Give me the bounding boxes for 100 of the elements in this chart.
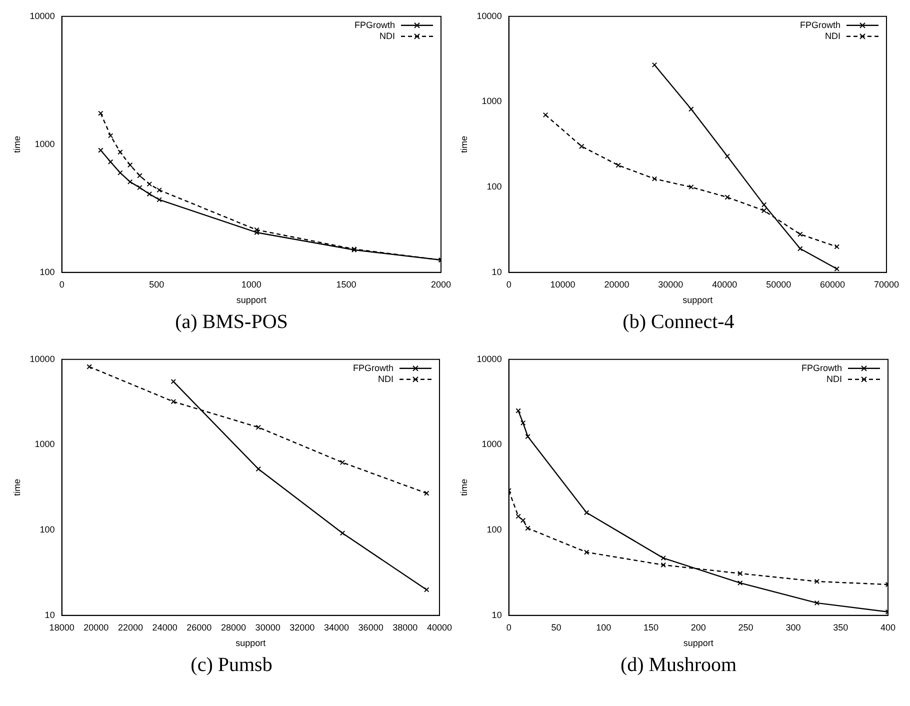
- point: [542, 112, 548, 118]
- point: [340, 530, 346, 536]
- x-tick-label: 250: [738, 622, 754, 632]
- x-tick-label: 60000: [820, 279, 846, 290]
- point: [86, 364, 92, 370]
- y-axis-title: time: [458, 136, 469, 153]
- text: (c) Pumsb: [190, 653, 274, 678]
- legend-label: FPGrowth: [354, 20, 395, 30]
- x-tick-label: 0: [59, 279, 64, 290]
- x-tick-label: 20000: [604, 279, 630, 290]
- point: [579, 144, 584, 149]
- x-tick-label: 18000: [49, 622, 74, 632]
- y-axis-title: time: [12, 136, 22, 153]
- x-tick-label: 150: [644, 622, 659, 632]
- y-tick-label: 100: [40, 266, 55, 277]
- point: [525, 526, 530, 531]
- point: [834, 244, 840, 250]
- y-tick-label: 10000: [476, 354, 502, 364]
- y-axis-title: time: [12, 478, 22, 496]
- x-tick-label: 30000: [658, 279, 684, 290]
- point: [814, 600, 820, 606]
- y-tick-label: 10: [44, 610, 55, 620]
- point: [170, 399, 176, 404]
- point: [340, 460, 346, 466]
- x-tick-label: 350: [833, 622, 848, 632]
- x-axis-title: support: [683, 638, 714, 648]
- point: [616, 162, 621, 168]
- point: [584, 510, 590, 516]
- y-tick-label: 100: [486, 182, 502, 192]
- point: [156, 187, 162, 193]
- x-tick-label: 200: [690, 622, 706, 632]
- x-tick-label: 34000: [324, 622, 350, 632]
- legend-label: NDI: [380, 30, 395, 41]
- legend-label: NDI: [826, 374, 842, 384]
- legend-label: NDI: [824, 30, 840, 41]
- legend-label: FPGrowth: [801, 362, 842, 373]
- point: [798, 246, 803, 252]
- x-tick-label: 0: [506, 279, 512, 290]
- point: [688, 184, 694, 190]
- x-tick-label: 300: [786, 622, 801, 632]
- point: [127, 162, 133, 168]
- x-axis-title: support: [682, 295, 714, 306]
- y-tick-label: 10: [492, 610, 502, 620]
- point: [520, 518, 526, 523]
- x-axis-title: support: [236, 295, 267, 306]
- x-tick-label: 24000: [152, 622, 178, 632]
- point: [256, 424, 262, 430]
- point: [127, 179, 133, 184]
- point: [170, 378, 176, 384]
- point: [688, 106, 694, 112]
- point: [137, 173, 142, 178]
- point: [584, 550, 590, 555]
- y-tick-label: 1000: [482, 439, 502, 450]
- point: [516, 514, 521, 519]
- point: [520, 420, 526, 426]
- x-tick-label: 100: [596, 622, 612, 632]
- x-tick-label: 36000: [358, 622, 384, 632]
- x-tick-label: 0: [506, 622, 512, 632]
- x-tick-label: 50: [551, 622, 562, 632]
- legend-label: FPGrowth: [800, 20, 840, 30]
- point: [256, 466, 262, 472]
- x-tick-label: 500: [149, 279, 164, 290]
- x-tick-label: 50000: [766, 279, 792, 290]
- y-tick-label: 1000: [34, 138, 55, 149]
- x-axis-title: support: [236, 638, 266, 648]
- y-tick-label: 100: [40, 524, 55, 535]
- x-tick-label: 28000: [220, 622, 246, 632]
- legend-label: NDI: [378, 374, 394, 384]
- x-tick-label: 400: [880, 622, 896, 632]
- y-tick-label: 1000: [34, 439, 55, 450]
- legend-label: FPGrowth: [352, 362, 394, 373]
- point: [738, 570, 743, 576]
- x-tick-label: 70000: [874, 279, 899, 290]
- point: [724, 154, 730, 159]
- point: [108, 133, 114, 138]
- x-tick-label: 40000: [712, 279, 738, 290]
- point: [424, 490, 430, 496]
- point: [118, 150, 123, 155]
- point: [254, 227, 260, 232]
- y-tick-label: 10000: [476, 10, 502, 21]
- x-tick-label: 40000: [426, 622, 452, 632]
- point: [798, 232, 803, 237]
- y-tick-label: 10000: [30, 354, 55, 364]
- text: (b) Connect-4: [622, 310, 736, 335]
- point: [137, 184, 142, 190]
- y-tick-label: 10000: [30, 10, 55, 21]
- x-tick-label: 26000: [186, 622, 212, 632]
- point: [724, 194, 730, 200]
- x-tick-label: 20000: [84, 622, 109, 632]
- point: [98, 110, 104, 116]
- point: [156, 197, 162, 202]
- y-tick-label: 10: [492, 266, 502, 277]
- y-axis-title: time: [458, 478, 469, 496]
- point: [738, 580, 743, 586]
- x-tick-label: 10000: [550, 279, 576, 290]
- x-tick-label: 32000: [290, 622, 315, 632]
- x-tick-label: 2000: [430, 279, 452, 290]
- point: [108, 159, 114, 165]
- point: [146, 181, 152, 187]
- y-tick-label: 100: [486, 524, 502, 535]
